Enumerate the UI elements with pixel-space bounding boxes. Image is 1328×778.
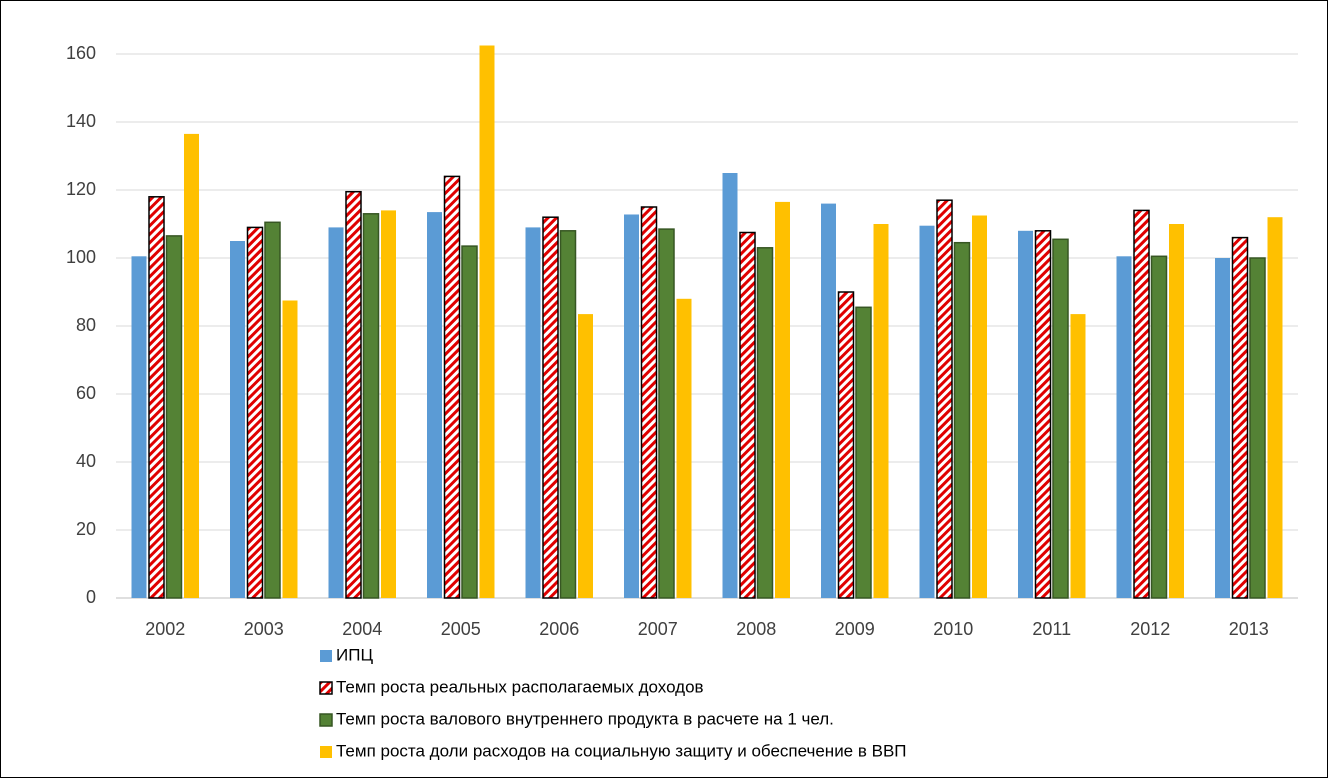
- x-tick-label: 2013: [1229, 619, 1269, 639]
- x-tick-label: 2003: [244, 619, 284, 639]
- bar: [953, 241, 971, 599]
- y-tick-label: 80: [76, 315, 96, 335]
- x-tick-label: 2002: [145, 619, 185, 639]
- bar: [1133, 209, 1150, 599]
- y-tick-label: 0: [86, 587, 96, 607]
- y-tick-label: 140: [66, 111, 96, 131]
- legend-swatch: [320, 746, 332, 758]
- bar: [542, 216, 559, 599]
- bar: [837, 291, 855, 599]
- bar: [246, 226, 264, 599]
- bar: [624, 214, 639, 599]
- x-tick-label: 2005: [441, 619, 481, 639]
- y-tick-label: 100: [66, 247, 96, 267]
- legend-swatch: [319, 681, 333, 695]
- bar: [345, 190, 362, 599]
- bar: [282, 300, 298, 598]
- legend-label: Темп роста валового внутреннего продукта…: [336, 709, 834, 728]
- bar: [775, 201, 790, 598]
- bar: [739, 231, 756, 599]
- bar: [559, 230, 577, 599]
- y-tick-label: 20: [76, 519, 96, 539]
- bar: [821, 203, 836, 598]
- x-tick-label: 2004: [342, 619, 382, 639]
- bar: [264, 221, 281, 599]
- legend-label: Темп роста реальных располагаемых доходо…: [336, 677, 704, 696]
- legend-label: ИПЦ: [336, 645, 373, 664]
- bar: [328, 227, 344, 598]
- bar: [479, 45, 495, 598]
- bar: [427, 212, 442, 598]
- bar: [1116, 256, 1132, 598]
- bar: [443, 175, 461, 599]
- bar: [1267, 217, 1283, 598]
- legend-swatch: [320, 650, 332, 662]
- x-tick-label: 2008: [736, 619, 776, 639]
- bar: [855, 306, 872, 599]
- bar: [1018, 230, 1033, 599]
- bar: [676, 298, 692, 598]
- bar: [362, 213, 380, 599]
- x-tick-label: 2007: [638, 619, 678, 639]
- bar: [1034, 230, 1052, 599]
- bar: [640, 206, 658, 599]
- bar: [165, 235, 183, 599]
- legend-swatch: [319, 713, 333, 727]
- bar: [230, 241, 245, 598]
- legend-label: Темп роста доли расходов на социальную з…: [336, 741, 907, 760]
- bar: [1215, 258, 1230, 598]
- x-tick-label: 2011: [1032, 619, 1071, 639]
- x-tick-label: 2012: [1130, 619, 1170, 639]
- x-tick-label: 2006: [539, 619, 579, 639]
- bar: [936, 199, 953, 599]
- bar: [1231, 236, 1249, 599]
- y-tick-label: 160: [66, 43, 96, 63]
- bar: [722, 173, 738, 598]
- bar: [578, 314, 593, 598]
- y-tick-label: 120: [66, 179, 96, 199]
- bar: [972, 215, 987, 598]
- bar: [148, 196, 165, 599]
- bar: [1070, 314, 1086, 598]
- bar: [131, 256, 147, 598]
- bar: [658, 228, 675, 599]
- bar: [525, 227, 541, 598]
- bar: [1052, 238, 1069, 599]
- y-tick-label: 40: [76, 451, 96, 471]
- bar: [461, 245, 478, 599]
- bar: [919, 225, 935, 598]
- bar: [1249, 257, 1266, 599]
- bar: [381, 210, 396, 598]
- x-tick-label: 2010: [933, 619, 973, 639]
- bar: [756, 247, 774, 599]
- bar: [873, 224, 889, 598]
- bar: [1150, 255, 1168, 599]
- bar: [184, 133, 199, 598]
- y-tick-label: 60: [76, 383, 96, 403]
- x-tick-label: 2009: [835, 619, 875, 639]
- bar: [1169, 224, 1184, 598]
